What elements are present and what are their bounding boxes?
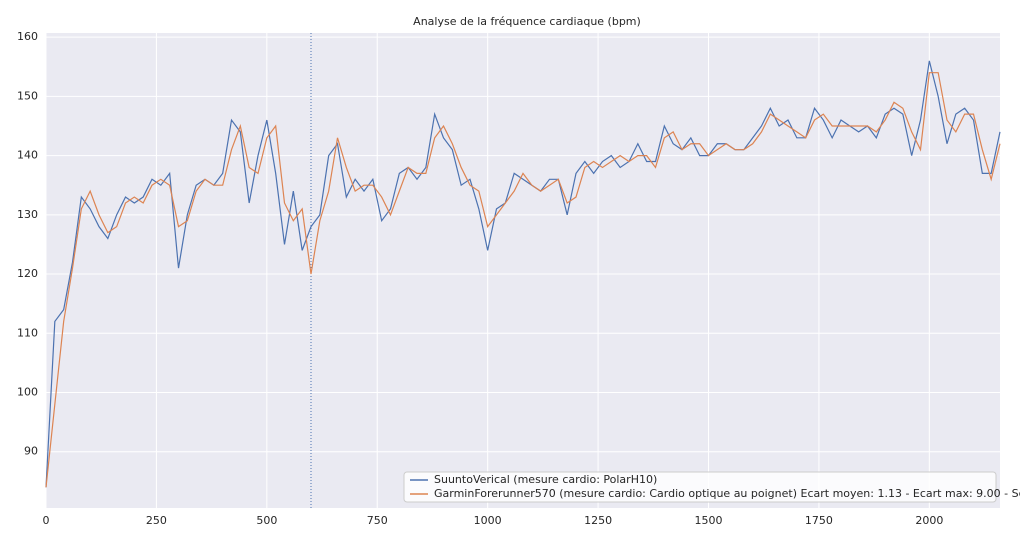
y-tick-label: 130 xyxy=(17,208,38,221)
y-tick-label: 140 xyxy=(17,149,38,162)
y-tick-label: 90 xyxy=(24,445,38,458)
x-tick-label: 1500 xyxy=(695,514,723,527)
x-tick-label: 500 xyxy=(256,514,277,527)
plot-area xyxy=(46,33,1000,508)
legend-box xyxy=(403,471,997,503)
x-tick-label: 2000 xyxy=(915,514,943,527)
x-tick-label: 250 xyxy=(146,514,167,527)
chart-title: Analyse de la fréquence cardiaque (bpm) xyxy=(413,15,641,28)
y-tick-label: 110 xyxy=(17,326,38,339)
legend-label: GarminForerunner570 (mesure cardio: Card… xyxy=(434,487,1020,500)
legend-label: SuuntoVerical (mesure cardio: PolarH10) xyxy=(434,473,657,486)
legend: SuuntoVerical (mesure cardio: PolarH10)G… xyxy=(403,471,1020,503)
y-tick-label: 150 xyxy=(17,89,38,102)
y-tick-label: 120 xyxy=(17,267,38,280)
x-tick-label: 0 xyxy=(43,514,50,527)
y-tick-label: 160 xyxy=(17,30,38,43)
x-tick-label: 750 xyxy=(367,514,388,527)
x-tick-label: 1750 xyxy=(805,514,833,527)
x-tick-label: 1250 xyxy=(584,514,612,527)
series-line xyxy=(45,72,1001,488)
y-tick-label: 100 xyxy=(17,386,38,399)
x-tick-label: 1000 xyxy=(474,514,502,527)
